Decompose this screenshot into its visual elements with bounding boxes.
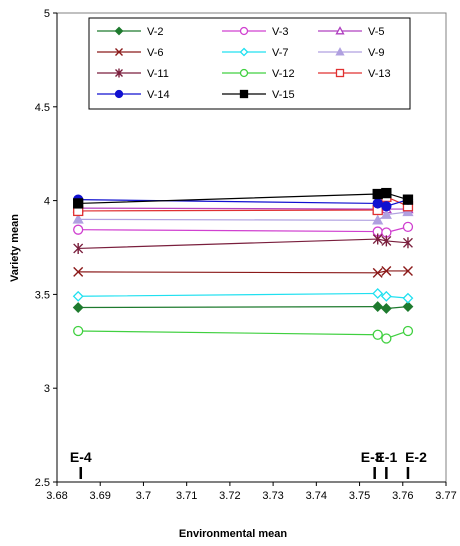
legend-label: V-13 bbox=[368, 68, 391, 80]
x-tick-label: 3.69 bbox=[90, 490, 111, 502]
data-point bbox=[382, 189, 391, 198]
data-point bbox=[337, 70, 344, 77]
environment-label: E-4 bbox=[70, 449, 92, 465]
legend-box bbox=[89, 18, 410, 109]
data-point bbox=[403, 195, 412, 204]
legend-label: V-2 bbox=[147, 26, 164, 38]
data-point bbox=[373, 190, 382, 199]
legend-label: V-5 bbox=[368, 26, 385, 38]
x-tick-label: 3.71 bbox=[176, 490, 197, 502]
x-tick-label: 3.74 bbox=[306, 490, 327, 502]
x-tick-label: 3.75 bbox=[349, 490, 370, 502]
legend-label: V-15 bbox=[272, 89, 295, 101]
x-tick-label: 3.72 bbox=[219, 490, 240, 502]
data-point bbox=[241, 70, 248, 77]
environment-label: E-1 bbox=[375, 449, 397, 465]
data-point bbox=[74, 199, 83, 208]
legend-label: V-14 bbox=[147, 89, 170, 101]
x-axis-title: Environmental mean bbox=[179, 528, 287, 540]
y-axis-title: Variety mean bbox=[9, 214, 21, 282]
y-tick-label: 4.5 bbox=[35, 102, 50, 114]
environment-label: E-2 bbox=[405, 449, 427, 465]
data-point bbox=[403, 326, 412, 335]
data-point bbox=[241, 28, 248, 35]
data-point bbox=[116, 91, 123, 98]
x-tick-label: 3.7 bbox=[136, 490, 151, 502]
x-tick-label: 3.68 bbox=[46, 490, 67, 502]
x-tick-label: 3.73 bbox=[262, 490, 283, 502]
legend: V-2 V-3 V-5 V-6 V-7 V-9 V-11 V-12 V-13 V-14 V-15 bbox=[89, 18, 410, 109]
data-point bbox=[373, 330, 382, 339]
legend-label: V-6 bbox=[147, 47, 164, 59]
data-point bbox=[382, 202, 391, 211]
data-point bbox=[382, 334, 391, 343]
legend-label: V-9 bbox=[368, 47, 385, 59]
data-point bbox=[403, 222, 412, 231]
data-point bbox=[241, 91, 248, 98]
data-point bbox=[373, 199, 382, 208]
legend-label: V-11 bbox=[147, 68, 169, 80]
legend-label: V-7 bbox=[272, 47, 289, 59]
y-tick-label: 4 bbox=[44, 196, 50, 208]
data-point bbox=[74, 225, 83, 234]
data-point bbox=[74, 326, 83, 335]
legend-label: V-12 bbox=[272, 68, 295, 80]
x-tick-label: 3.76 bbox=[392, 490, 413, 502]
y-tick-label: 3.5 bbox=[35, 289, 50, 301]
y-tick-label: 5 bbox=[44, 8, 50, 20]
legend-label: V-3 bbox=[272, 26, 289, 38]
y-tick-label: 2.5 bbox=[35, 477, 50, 489]
y-tick-label: 3 bbox=[44, 383, 50, 395]
x-tick-label: 3.77 bbox=[435, 490, 456, 502]
